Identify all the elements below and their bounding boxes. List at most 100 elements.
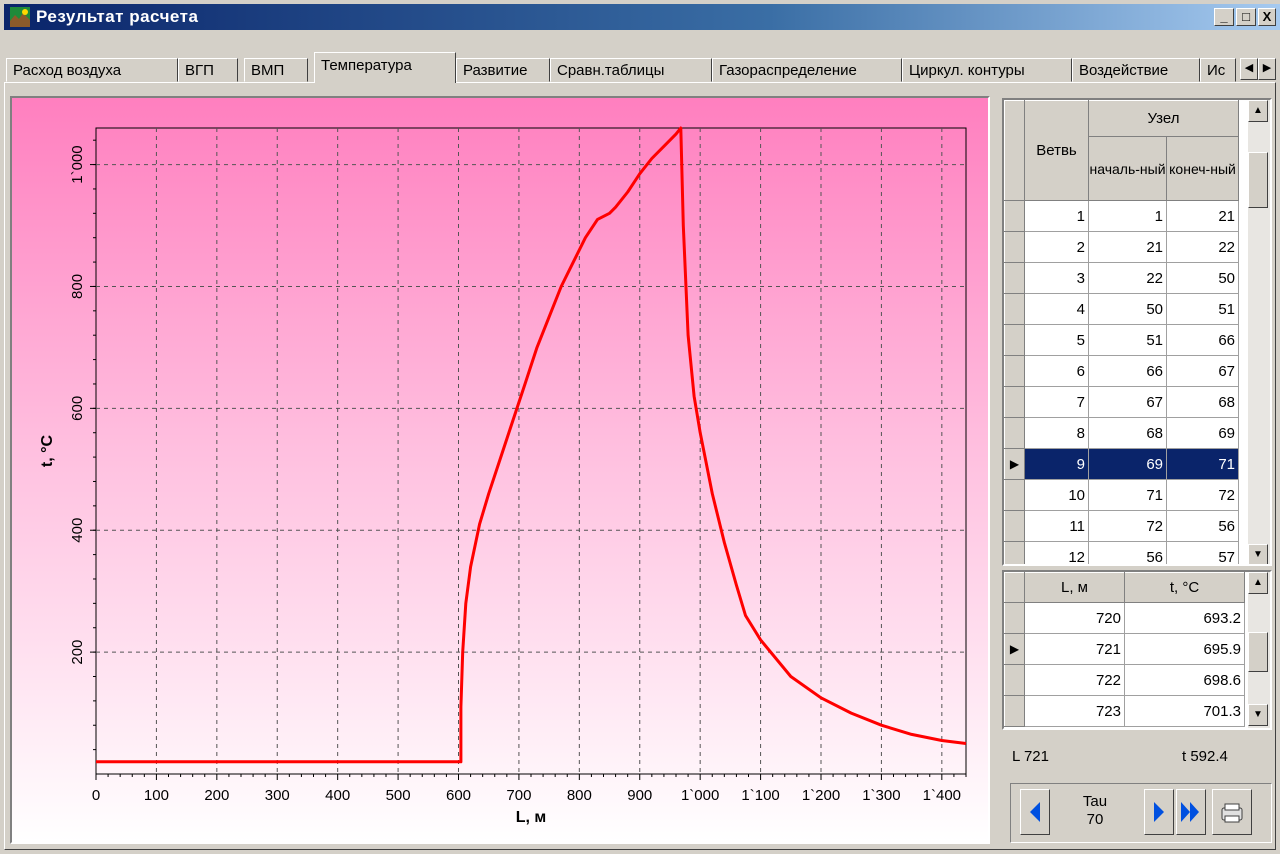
row-indicator[interactable] [1004,324,1025,356]
end-node-cell[interactable]: 50 [1166,262,1239,294]
branch-cell[interactable]: 4 [1024,293,1089,325]
minimize-button[interactable]: _ [1214,8,1234,26]
row-indicator[interactable] [1004,479,1025,511]
scroll-up-icon[interactable]: ▲ [1248,572,1268,594]
branch-cell[interactable]: 3 [1024,262,1089,294]
table-row[interactable]: 722 698.6 [1004,664,1245,696]
end-node-cell[interactable]: 72 [1166,479,1239,511]
t-cell[interactable]: 695.9 [1124,633,1245,665]
table-row[interactable]: 10 71 72 [1004,479,1239,511]
table-row[interactable]: 12 56 57 [1004,541,1239,564]
tab-is[interactable]: Ис [1200,58,1236,82]
start-node-cell[interactable]: 71 [1088,479,1167,511]
start-node-cell[interactable]: 68 [1088,417,1167,449]
end-node-header[interactable]: конеч-ный [1166,136,1239,201]
table-row[interactable]: 8 68 69 [1004,417,1239,449]
row-indicator[interactable] [1004,200,1025,232]
tab-temperature[interactable]: Температура [314,52,456,83]
end-node-cell[interactable]: 68 [1166,386,1239,418]
table-row[interactable]: ▶ 9 69 71 [1004,448,1239,480]
prev-button[interactable] [1020,789,1050,835]
branch-cell[interactable]: 1 [1024,200,1089,232]
row-indicator[interactable] [1004,664,1025,696]
row-indicator[interactable] [1004,262,1025,294]
branch-cell[interactable]: 10 [1024,479,1089,511]
branch-cell[interactable]: 9 [1024,448,1089,480]
start-node-cell[interactable]: 56 [1088,541,1167,564]
tab-compare-tables[interactable]: Сравн.таблицы [550,58,712,82]
points-scrollbar[interactable]: ▲ ▼ [1248,572,1270,728]
table-row[interactable]: 11 72 56 [1004,510,1239,542]
points-table[interactable]: L, м t, °С 720 693.2 ▶ 721 695.9 722 698.6 723 7… [1002,570,1272,730]
tab-vmp[interactable]: ВМП [244,58,308,82]
end-node-cell[interactable]: 66 [1166,324,1239,356]
next-button[interactable] [1144,789,1174,835]
branch-cell[interactable]: 6 [1024,355,1089,387]
row-indicator[interactable] [1004,231,1025,263]
branch-header[interactable]: Ветвь [1024,100,1089,201]
row-indicator[interactable] [1004,695,1025,727]
t-cell[interactable]: 701.3 [1124,695,1245,727]
start-node-cell[interactable]: 51 [1088,324,1167,356]
row-indicator[interactable] [1004,386,1025,418]
tab-impact[interactable]: Воздействие [1072,58,1200,82]
branches-table[interactable]: Ветвь Узел началь-ный конеч-ный 1 1 21 2 21 2… [1002,98,1272,566]
tab-scroll-right-icon[interactable]: ▶ [1258,58,1276,80]
l-cell[interactable]: 723 [1024,695,1125,727]
branch-cell[interactable]: 12 [1024,541,1089,564]
t-header[interactable]: t, °С [1124,572,1245,603]
branch-cell[interactable]: 2 [1024,231,1089,263]
row-indicator[interactable] [1004,293,1025,325]
row-indicator[interactable] [1004,602,1025,634]
scroll-thumb[interactable] [1248,632,1268,672]
row-indicator[interactable] [1004,355,1025,387]
table-row[interactable]: ▶ 721 695.9 [1004,633,1245,665]
node-header[interactable]: Узел [1088,100,1239,137]
branch-cell[interactable]: 11 [1024,510,1089,542]
close-button[interactable]: X [1258,8,1276,26]
tab-scroll-left-icon[interactable]: ◀ [1240,58,1258,80]
end-node-cell[interactable]: 56 [1166,510,1239,542]
table-row[interactable]: 1 1 21 [1004,200,1239,232]
start-node-cell[interactable]: 22 [1088,262,1167,294]
table-row[interactable]: 723 701.3 [1004,695,1245,727]
branch-cell[interactable]: 5 [1024,324,1089,356]
start-node-cell[interactable]: 1 [1088,200,1167,232]
scroll-down-icon[interactable]: ▼ [1248,704,1268,726]
row-indicator[interactable] [1004,417,1025,449]
row-pointer-icon[interactable]: ▶ [1004,448,1025,480]
table-row[interactable]: 720 693.2 [1004,602,1245,634]
start-node-header[interactable]: началь-ный [1088,136,1167,201]
branch-cell[interactable]: 7 [1024,386,1089,418]
l-cell[interactable]: 722 [1024,664,1125,696]
table-row[interactable]: 5 51 66 [1004,324,1239,356]
t-cell[interactable]: 693.2 [1124,602,1245,634]
scroll-down-icon[interactable]: ▼ [1248,544,1268,564]
table-row[interactable]: 6 66 67 [1004,355,1239,387]
tab-air-flow[interactable]: Расход воздуха [6,58,178,82]
tab-gas-distribution[interactable]: Газораспределение [712,58,902,82]
start-node-cell[interactable]: 50 [1088,293,1167,325]
row-indicator[interactable] [1004,541,1025,564]
l-cell[interactable]: 721 [1024,633,1125,665]
row-indicator[interactable] [1004,510,1025,542]
l-header[interactable]: L, м [1024,572,1125,603]
tab-circulation-circuits[interactable]: Циркул. контуры [902,58,1072,82]
table-row[interactable]: 2 21 22 [1004,231,1239,263]
maximize-button[interactable]: □ [1236,8,1256,26]
table-row[interactable]: 3 22 50 [1004,262,1239,294]
fast-forward-button[interactable] [1176,789,1206,835]
branches-scrollbar[interactable]: ▲ ▼ [1248,100,1270,564]
start-node-cell[interactable]: 21 [1088,231,1167,263]
table-row[interactable]: 7 67 68 [1004,386,1239,418]
start-node-cell[interactable]: 67 [1088,386,1167,418]
end-node-cell[interactable]: 22 [1166,231,1239,263]
branch-cell[interactable]: 8 [1024,417,1089,449]
scroll-thumb[interactable] [1248,152,1268,208]
start-node-cell[interactable]: 69 [1088,448,1167,480]
end-node-cell[interactable]: 21 [1166,200,1239,232]
scroll-up-icon[interactable]: ▲ [1248,100,1268,122]
end-node-cell[interactable]: 51 [1166,293,1239,325]
print-button[interactable] [1212,789,1252,835]
start-node-cell[interactable]: 66 [1088,355,1167,387]
